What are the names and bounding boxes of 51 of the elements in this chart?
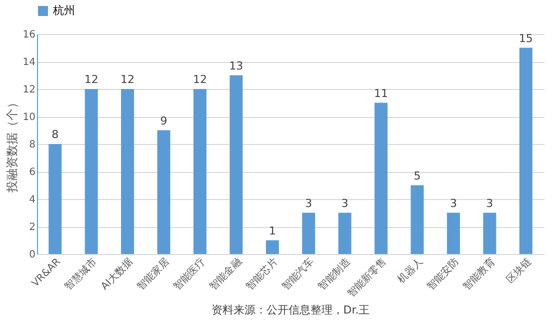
x-tick-label: 智能汽车 <box>280 256 316 293</box>
x-tick-label: 智能医疗 <box>170 256 208 293</box>
y-tick-label: 6 <box>29 167 36 178</box>
y-tick-label: 0 <box>29 250 36 260</box>
data-label: 12 <box>84 73 98 86</box>
bar <box>446 212 460 254</box>
data-label: 3 <box>305 196 312 210</box>
y-tick-label: 16 <box>22 30 36 40</box>
data-label: 3 <box>486 196 494 210</box>
x-tick-label: 智慧城市 <box>62 256 100 293</box>
y-tick-label: 4 <box>29 194 36 206</box>
data-label: 3 <box>341 196 348 210</box>
bar <box>410 185 424 254</box>
x-tick-label: 智能芯片 <box>243 256 280 293</box>
data-label: 12 <box>192 73 207 86</box>
legend-label: 杭州 <box>52 4 75 17</box>
bar <box>84 89 98 254</box>
bar <box>193 89 206 254</box>
text: 资料来源：公开信息整理，Dr.王 <box>211 303 370 316</box>
data-label: 12 <box>120 73 135 86</box>
data-label: 8 <box>52 128 59 141</box>
bar <box>230 75 243 254</box>
y-tick-label: 10 <box>22 112 36 123</box>
data-label: 5 <box>414 169 421 182</box>
data-label: 1 <box>268 224 276 238</box>
x-tick-label: 区块链 <box>504 256 534 286</box>
bar <box>266 240 279 254</box>
y-tick-label: 2 <box>29 222 36 233</box>
bar <box>302 212 316 254</box>
bar <box>338 212 352 254</box>
bar <box>519 48 532 254</box>
bar <box>483 212 496 254</box>
data-label: 11 <box>374 86 388 100</box>
y-tick-label: 12 <box>22 84 36 96</box>
data-label: 15 <box>518 32 533 45</box>
x-tick-label: 智能安防 <box>424 256 462 293</box>
y-axis-title: 投融资数据（个） <box>4 96 19 194</box>
x-tick-label: AI大数据 <box>98 256 136 292</box>
bar <box>157 130 170 254</box>
bar <box>121 89 134 254</box>
bar <box>374 102 388 254</box>
y-tick-label: 8 <box>29 140 36 150</box>
data-label: 9 <box>160 114 168 128</box>
x-tick-label: 智能家居 <box>134 256 172 293</box>
data-label: 13 <box>229 59 244 72</box>
data-label: 3 <box>450 196 457 210</box>
x-tick-label: 智能金融 <box>207 256 244 293</box>
bar <box>48 144 62 254</box>
y-tick-label: 14 <box>22 57 36 68</box>
x-tick-label: 机器人 <box>395 256 426 286</box>
x-tick-label: 智能教育 <box>460 256 498 293</box>
